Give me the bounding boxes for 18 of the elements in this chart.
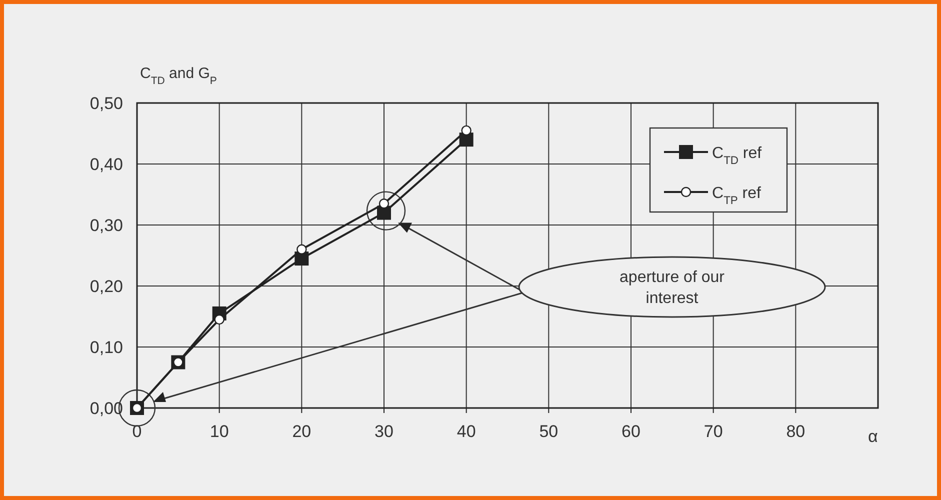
y-tick-label: 0,40 xyxy=(90,155,123,174)
x-tick-label: 70 xyxy=(704,422,723,441)
x-tick-label: 30 xyxy=(374,422,394,441)
x-tick-label: 80 xyxy=(786,422,806,441)
legend-label: C$_{TP}$ ref xyxy=(712,185,762,207)
y-tick-label: 0,50 xyxy=(90,94,123,113)
y-tick-label: 0,10 xyxy=(90,338,123,357)
annotation: aperture of our interest xyxy=(620,269,726,307)
x-axis-title: α xyxy=(868,427,878,446)
x-tick-label: 50 xyxy=(539,422,558,441)
y-tick-label: 0,20 xyxy=(90,277,123,296)
x-tick-label: 60 xyxy=(622,422,640,441)
y-tick-label: 0,30 xyxy=(90,216,123,235)
legend-label: C$_{TD}$ ref xyxy=(712,145,762,167)
y-axis-title: C$_{TD}$ and G$_{P}$ xyxy=(140,65,217,87)
x-tick-label: 40 xyxy=(456,422,476,441)
x-tick-label: 10 xyxy=(210,422,229,441)
x-tick-label: 20 xyxy=(292,422,312,441)
